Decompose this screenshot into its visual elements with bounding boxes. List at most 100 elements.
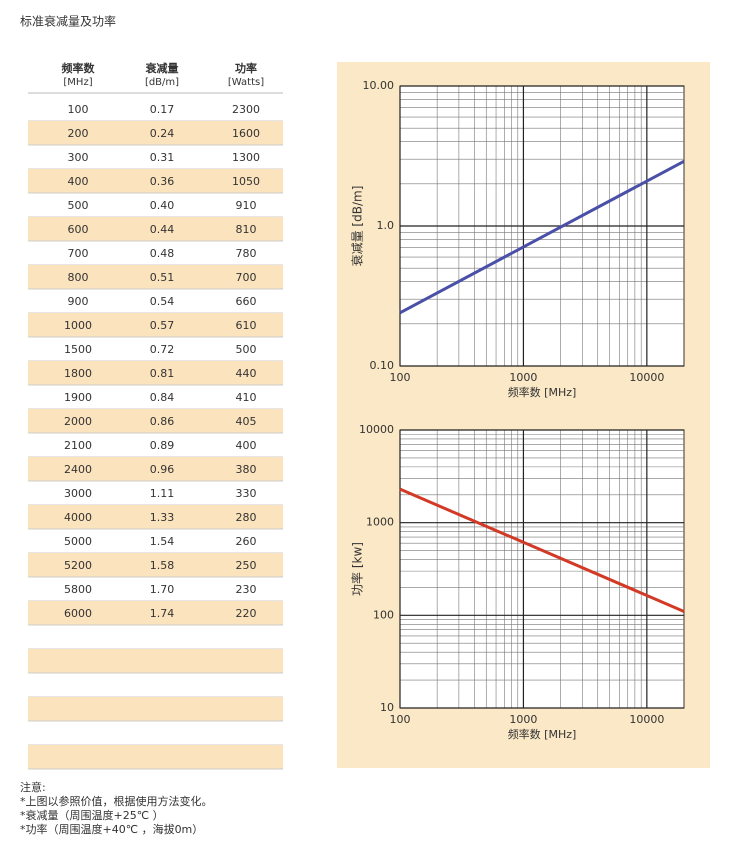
y-tick-label: 10.00 [363, 79, 395, 92]
table-cell: 0.36 [150, 175, 175, 188]
table-cell: 910 [236, 199, 257, 212]
column-header: [dB/m] [145, 77, 179, 88]
table-cell: 800 [68, 271, 89, 284]
table-cell: 1.58 [150, 559, 175, 572]
table-cell: 6000 [64, 607, 92, 620]
table-cell: 0.48 [150, 247, 175, 260]
table-cell: 0.44 [150, 223, 175, 236]
table-cell: 200 [68, 127, 89, 140]
table-cell: 440 [236, 367, 257, 380]
table-cell: 4000 [64, 511, 92, 524]
table-cell: 1050 [232, 175, 260, 188]
table-cell: 230 [236, 583, 257, 596]
table-cell: 500 [68, 199, 89, 212]
table-cell: 1900 [64, 391, 92, 404]
table-cell: 1.74 [150, 607, 175, 620]
table-cell: 1.33 [150, 511, 175, 524]
table-cell: 0.17 [150, 103, 175, 116]
x-tick-label: 1000 [509, 371, 537, 384]
table-cell: 380 [236, 463, 257, 476]
table-cell: 400 [236, 439, 257, 452]
row-band [28, 601, 283, 625]
table-cell: 1800 [64, 367, 92, 380]
table-cell: 5800 [64, 583, 92, 596]
y-tick-label: 0.10 [370, 359, 395, 372]
row-band [28, 745, 283, 769]
data-line [399, 159, 685, 315]
table-cell: 1000 [64, 319, 92, 332]
table-cell: 0.54 [150, 295, 175, 308]
table-cell: 2000 [64, 415, 92, 428]
table-cell: 0.96 [150, 463, 175, 476]
table-cell: 0.84 [150, 391, 175, 404]
note: *衰减量（周围温度+25℃ ） [20, 808, 164, 822]
table-cell: 0.72 [150, 343, 175, 356]
table-cell: 0.31 [150, 151, 175, 164]
table-cell: 1.70 [150, 583, 175, 596]
data-line [399, 487, 685, 613]
y-tick-label: 10 [380, 701, 394, 714]
column-header: [Watts] [228, 77, 264, 88]
row-band [28, 361, 283, 385]
y-tick-label: 1.0 [377, 219, 395, 232]
x-axis-label: 频率数 [MHz] [508, 385, 577, 399]
table-cell: 5000 [64, 535, 92, 548]
table-cell: 100 [68, 103, 89, 116]
row-band [28, 313, 283, 337]
row-band [28, 265, 283, 289]
table-cell: 810 [236, 223, 257, 236]
table-cell: 410 [236, 391, 257, 404]
x-tick-label: 100 [390, 713, 411, 726]
y-tick-label: 100 [373, 608, 394, 621]
column-header: 频率数 [62, 61, 96, 75]
row-band [28, 457, 283, 481]
row-band [28, 121, 283, 145]
y-axis-label: 功率 [kw] [350, 542, 365, 596]
table-cell: 300 [68, 151, 89, 164]
note: *上图以参照价值，根据使用方法变化。 [20, 794, 213, 808]
note: *功率（周围温度+40℃ ，海拔0m） [20, 822, 203, 836]
table-cell: 220 [236, 607, 257, 620]
table-cell: 3000 [64, 487, 92, 500]
row-band [28, 217, 283, 241]
table-cell: 5200 [64, 559, 92, 572]
table-cell: 250 [236, 559, 257, 572]
table-cell: 1500 [64, 343, 92, 356]
table-cell: 0.81 [150, 367, 175, 380]
table-cell: 0.89 [150, 439, 175, 452]
table-cell: 0.57 [150, 319, 175, 332]
table-cell: 700 [236, 271, 257, 284]
table-cell: 280 [236, 511, 257, 524]
table-cell: 0.40 [150, 199, 175, 212]
table-cell: 700 [68, 247, 89, 260]
table-cell: 0.51 [150, 271, 175, 284]
table-cell: 2100 [64, 439, 92, 452]
row-band [28, 649, 283, 673]
table-cell: 405 [236, 415, 257, 428]
x-axis-label: 频率数 [MHz] [508, 727, 577, 741]
x-tick-label: 1000 [509, 713, 537, 726]
y-axis-label: 衰减量 [dB/m] [350, 186, 365, 267]
y-tick-label: 1000 [366, 516, 394, 529]
row-band [28, 169, 283, 193]
y-tick-label: 10000 [359, 423, 394, 436]
table-cell: 260 [236, 535, 257, 548]
row-band [28, 697, 283, 721]
table-cell: 500 [236, 343, 257, 356]
row-band [28, 409, 283, 433]
table-cell: 0.24 [150, 127, 175, 140]
table-cell: 1.11 [150, 487, 175, 500]
table-cell: 1.54 [150, 535, 175, 548]
table-cell: 330 [236, 487, 257, 500]
page-title: 标准衰减量及功率 [20, 14, 116, 29]
x-tick-label: 10000 [629, 713, 664, 726]
table-cell: 1600 [232, 127, 260, 140]
plot-area [399, 429, 685, 709]
column-header: [MHz] [63, 77, 92, 88]
column-header: 功率 [235, 61, 257, 75]
table-cell: 0.86 [150, 415, 175, 428]
table-cell: 660 [236, 295, 257, 308]
table-cell: 2400 [64, 463, 92, 476]
